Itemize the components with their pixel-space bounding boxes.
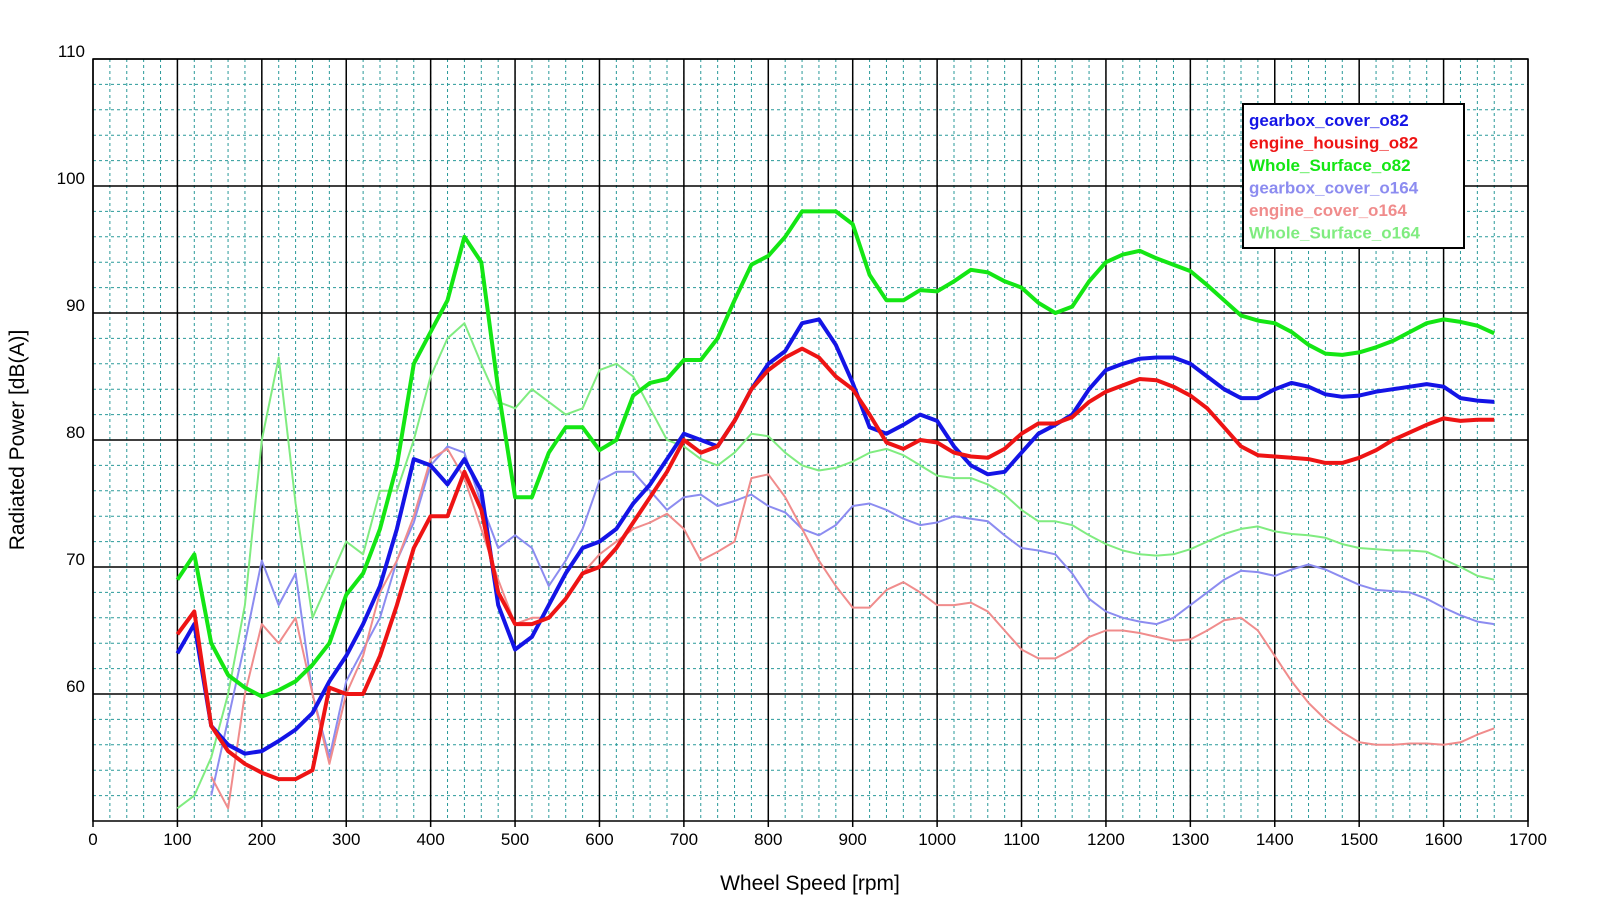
plot-frame: [92, 58, 1529, 822]
series-line: [175, 317, 1495, 756]
legend-label: Whole_Surface_o164: [1249, 224, 1421, 243]
x-tick-label: 1200: [1087, 830, 1125, 849]
legend-label: engine_cover_o164: [1249, 201, 1407, 220]
legend-label: Whole_Surface_o82: [1249, 156, 1411, 175]
y-tick-label: 70: [66, 550, 85, 569]
x-tick-label: 400: [416, 830, 444, 849]
x-axis-title: Wheel Speed [rpm]: [720, 872, 900, 895]
x-tick-label: 200: [248, 830, 276, 849]
grid: [92, 58, 1529, 822]
y-tick-label: 110: [58, 42, 85, 61]
x-tick-label: 1300: [1171, 830, 1209, 849]
legend: gearbox_cover_o82 engine_housing_o82 Whole…: [1242, 103, 1465, 249]
legend-box: [1242, 103, 1465, 249]
series-line: [210, 447, 1495, 810]
x-tick-label: 1100: [1003, 830, 1040, 849]
x-tick-label: 100: [163, 830, 191, 849]
series-line: [175, 346, 1495, 782]
x-tick-label: 1700: [1509, 830, 1547, 849]
x-tick-label: 1000: [918, 830, 956, 849]
x-tick-label: 500: [501, 830, 529, 849]
x-tick-label: 0: [88, 830, 97, 849]
y-tick-label: 60: [66, 677, 85, 696]
ticks: 0 100 200 300 400 500 600 700 800 900 1000 1100 1200…: [57, 42, 1547, 849]
x-tick-label: 700: [670, 830, 698, 849]
x-tick-label: 1400: [1256, 830, 1294, 849]
y-tick-label: 90: [66, 296, 85, 315]
plot-lines: [175, 209, 1496, 810]
x-tick-label: 900: [839, 830, 867, 849]
x-tick-label: 1600: [1425, 830, 1463, 849]
y-tick-label: 100: [57, 169, 85, 188]
y-axis-title: Radiated Power [dB(A)]: [6, 330, 29, 551]
series-line: [175, 209, 1496, 699]
legend-label: engine_housing_o82: [1249, 134, 1418, 153]
series-line: [176, 322, 1495, 810]
x-tick-label: 1500: [1340, 830, 1378, 849]
x-tick-label: 600: [585, 830, 613, 849]
series-line: [210, 445, 1495, 796]
legend-label: gearbox_cover_o164: [1249, 179, 1419, 198]
x-tick-label: 300: [332, 830, 360, 849]
legend-label: gearbox_cover_o82: [1249, 111, 1409, 130]
y-tick-label: 80: [66, 423, 85, 442]
x-tick-label: 800: [754, 830, 782, 849]
